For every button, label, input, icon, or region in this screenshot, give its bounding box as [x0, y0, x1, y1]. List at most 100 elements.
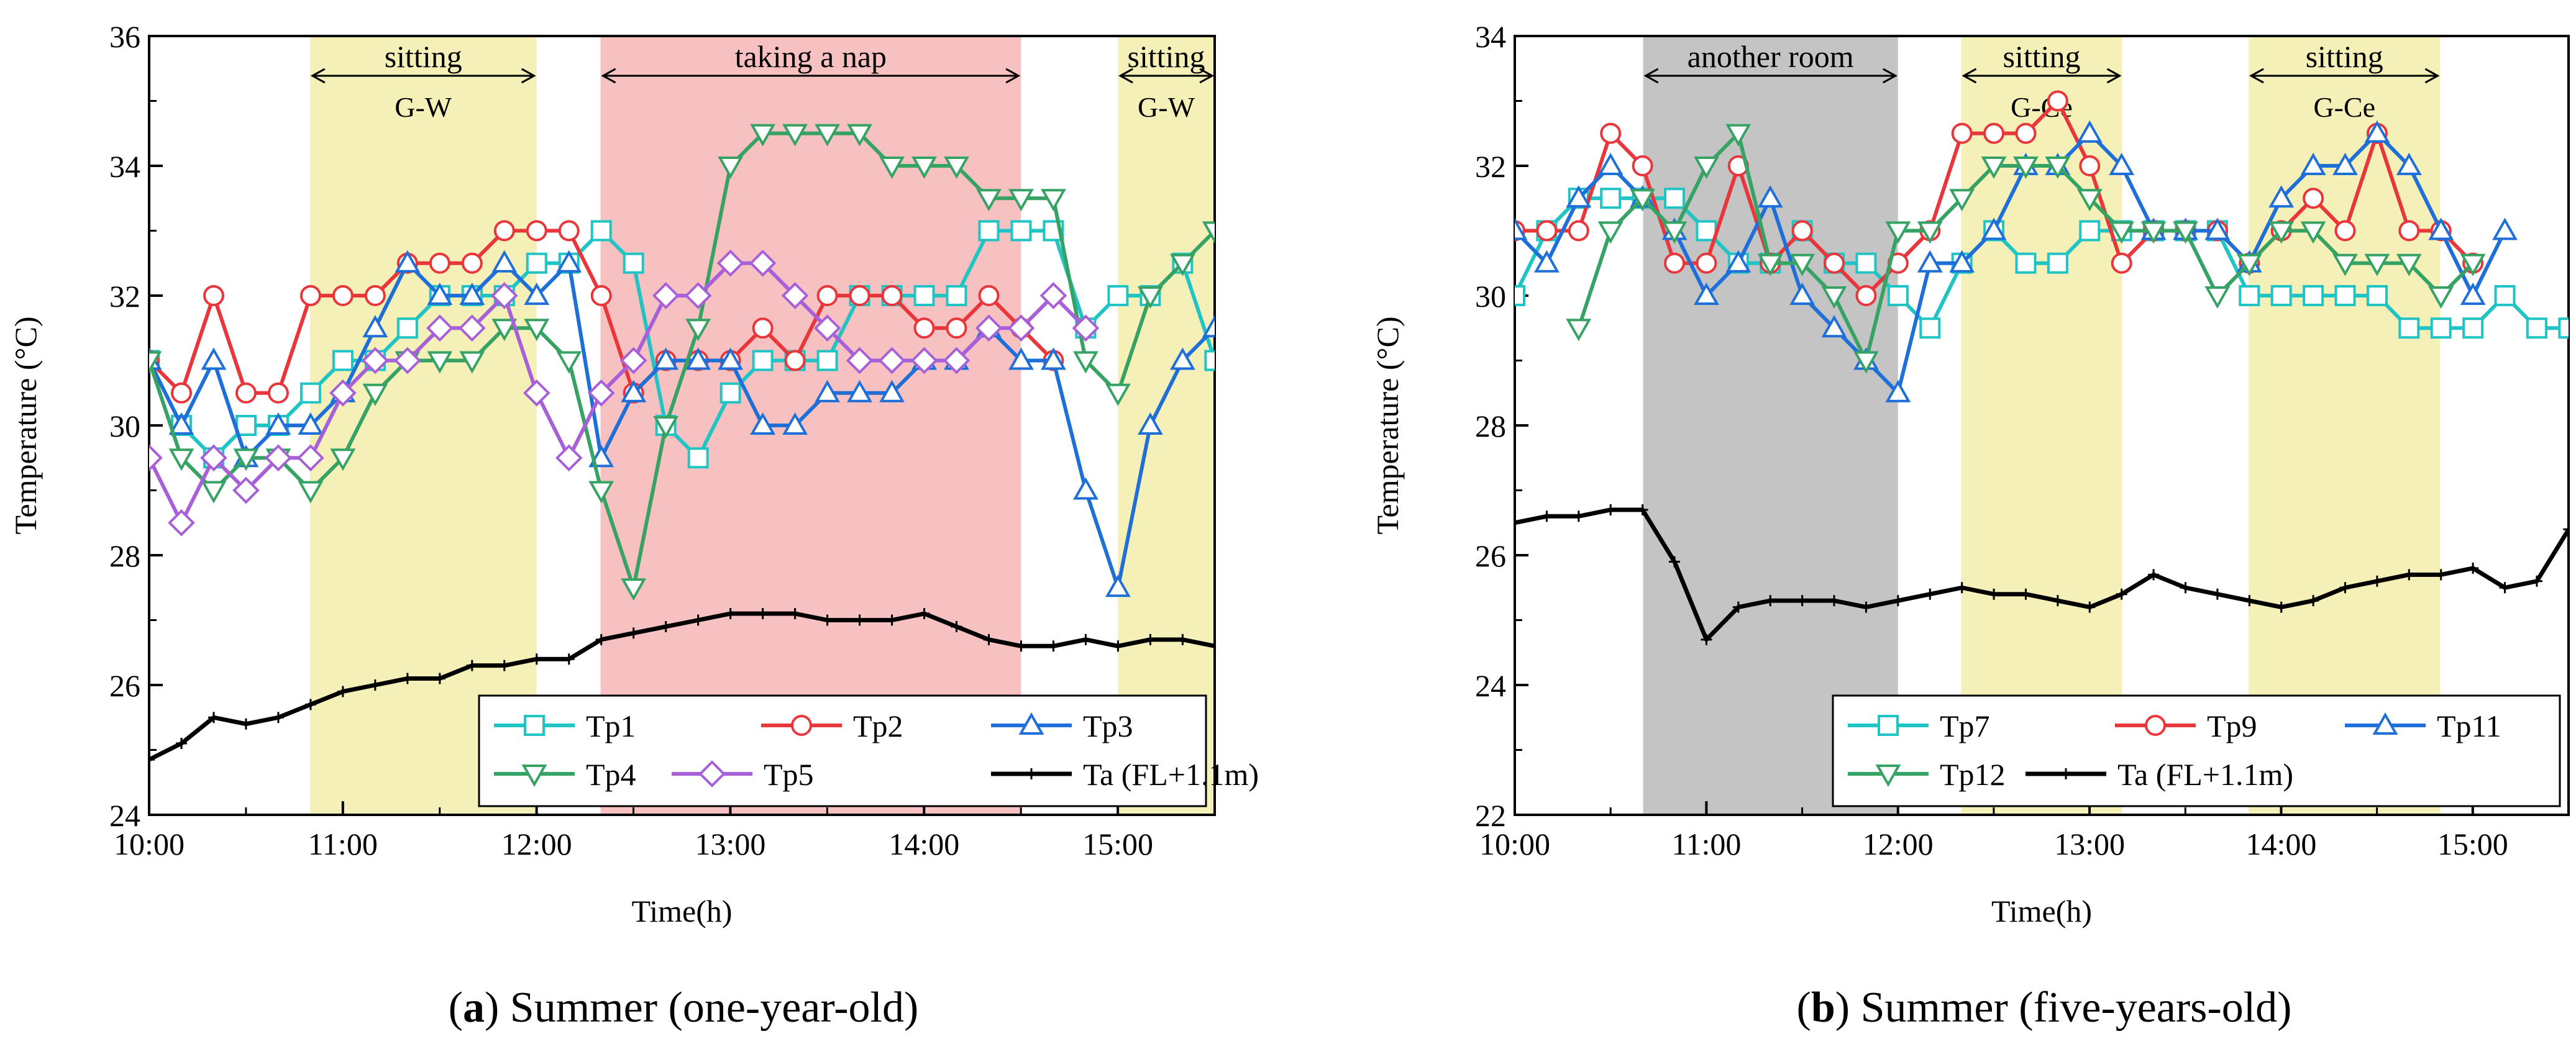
region-arrow-head-right: [2106, 68, 2122, 84]
data-point: [2303, 285, 2324, 306]
data-point: [849, 285, 870, 306]
data-point: [1515, 217, 1528, 240]
data-point: [1988, 588, 2000, 600]
data-point: [2270, 285, 2292, 306]
data-point: [458, 314, 486, 342]
x-tick-label: 10:00: [1479, 827, 1550, 861]
data-point: [2308, 595, 2319, 607]
data-point: [1853, 351, 1879, 374]
data-point: [1204, 350, 1215, 371]
data-point: [1144, 633, 1156, 645]
data-point: [590, 285, 612, 306]
legend: Tp1 Tp2 Tp3 Tp4 Tp5 Ta (FL+1.1m): [478, 694, 1259, 807]
data-point: [2531, 575, 2542, 587]
y-tick-label: 24: [109, 798, 140, 833]
data-point: [2364, 253, 2390, 276]
legend-marker: [1018, 712, 1044, 735]
data-point: [265, 412, 291, 435]
shaded-region-2: [1118, 36, 1215, 815]
data-point: [2079, 155, 2101, 176]
data-point: [2015, 252, 2037, 274]
panel-caption: (a) Summer (one-year-old): [449, 984, 919, 1032]
caption-text: Summer (five-years-old): [1861, 984, 2292, 1032]
region-arrow-head-right: [1883, 68, 1898, 84]
series-line: [149, 611, 1215, 762]
data-point: [813, 314, 841, 342]
data-point: [1664, 252, 1686, 274]
data-point: [2045, 157, 2071, 179]
data-point: [491, 250, 518, 273]
data-point: [1664, 188, 1686, 209]
data-point: [272, 712, 284, 724]
y-tick-label: 22: [1475, 798, 1506, 833]
data-point: [1568, 220, 1589, 242]
data-point: [2275, 601, 2287, 613]
legend-marker: [2060, 768, 2071, 779]
data-point: [332, 350, 354, 371]
data-point: [2396, 253, 2422, 276]
region-arrow-head-left: [310, 68, 326, 84]
data-point: [752, 350, 774, 371]
data-point: [304, 699, 316, 710]
legend-box: [1832, 694, 2561, 807]
data-point: [816, 285, 838, 306]
data-point: [750, 124, 776, 147]
data-point: [434, 673, 445, 684]
data-point: [337, 686, 349, 697]
data-point: [1821, 315, 1847, 338]
data-point: [1696, 252, 1717, 274]
data-point: [784, 350, 806, 371]
data-point: [2109, 152, 2135, 175]
legend-label: Tp2: [853, 709, 903, 743]
region-arrow-head-left: [601, 68, 616, 84]
legend-marker: [1878, 715, 1899, 736]
data-point: [1536, 220, 1558, 242]
y-tick-label: 32: [1475, 149, 1506, 184]
data-point: [2076, 189, 2103, 212]
data-point: [1137, 412, 1163, 435]
data-point: [427, 351, 453, 374]
data-point: [2268, 221, 2295, 244]
caption-text: Summer (one-year-old): [510, 984, 919, 1032]
data-point: [687, 447, 709, 469]
data-point: [1566, 185, 1592, 208]
data-point: [1112, 640, 1124, 652]
y-tick-label: 36: [109, 19, 140, 54]
data-point: [1824, 252, 1845, 274]
region-arrow-head-right: [521, 68, 536, 84]
region-label: sitting: [2003, 39, 2080, 74]
data-point: [2084, 601, 2096, 613]
data-point: [590, 220, 612, 242]
data-point: [879, 379, 905, 402]
x-tick-label: 10:00: [114, 827, 185, 861]
shaded-region-0: [309, 36, 537, 815]
data-point: [1765, 595, 1776, 607]
data-point: [1669, 556, 1681, 568]
data-point: [2462, 317, 2484, 339]
data-point: [1696, 220, 1717, 242]
data-point: [782, 124, 808, 147]
data-point: [555, 444, 583, 472]
data-point: [886, 614, 898, 626]
series-line: [1515, 196, 2569, 330]
data-point: [1693, 157, 1719, 179]
data-point: [523, 379, 550, 407]
caption-paren-open: (: [1797, 984, 1811, 1032]
data-point: [2020, 588, 2032, 600]
data-point: [2052, 595, 2063, 607]
data-point: [2047, 252, 2068, 274]
data-point: [298, 412, 324, 435]
data-point: [2339, 582, 2351, 594]
legend-marker: [524, 715, 545, 736]
data-point: [1597, 152, 1624, 175]
data-point: [854, 614, 866, 626]
data-point: [2211, 588, 2223, 600]
data-point: [362, 347, 389, 374]
data-point: [1701, 633, 1712, 645]
data-point: [1725, 250, 1752, 273]
data-point: [1072, 477, 1098, 500]
data-point: [752, 317, 774, 339]
data-point: [2398, 317, 2420, 339]
data-point: [652, 282, 680, 309]
